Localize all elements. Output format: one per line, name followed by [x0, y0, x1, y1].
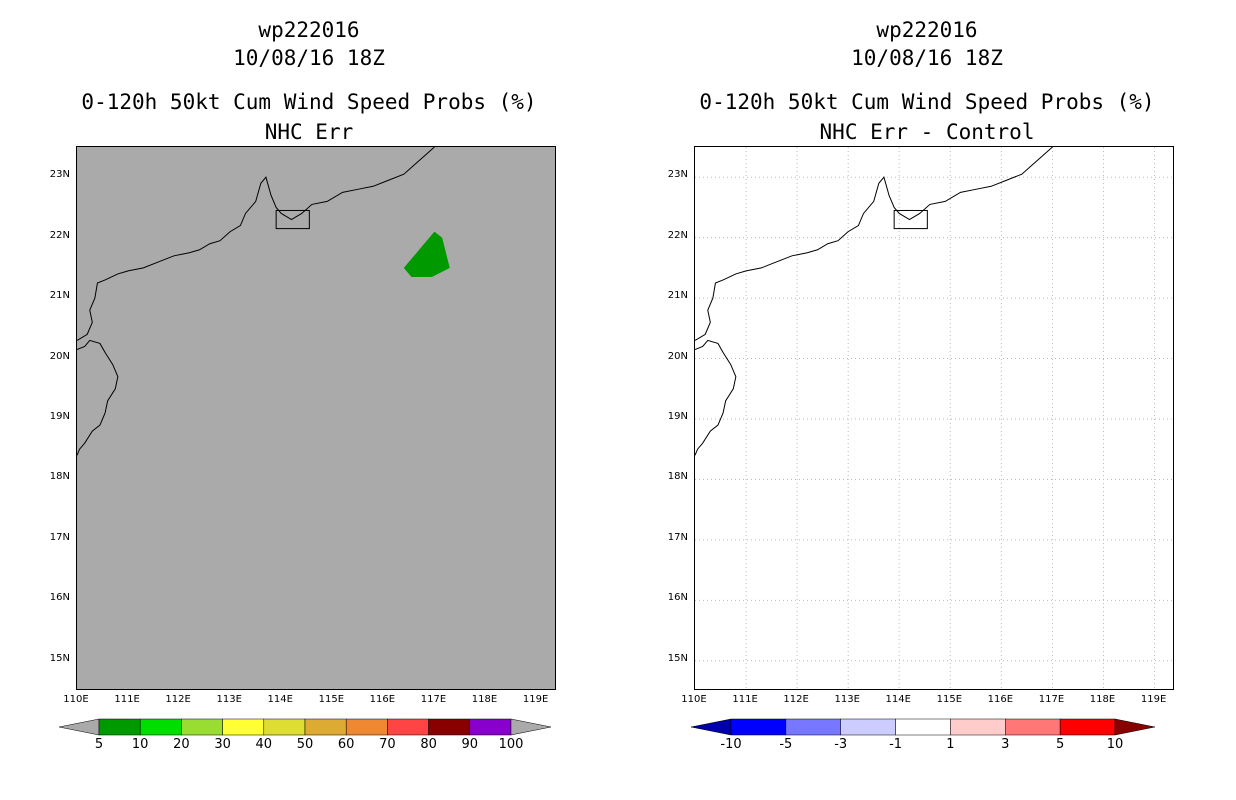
difference-map: [694, 146, 1174, 690]
colorbar: [58, 718, 552, 736]
probability-map: [76, 146, 556, 690]
colorbar-segment: [895, 718, 951, 736]
colorbar-label: 40: [255, 737, 273, 752]
lon-tick-label: 119E: [1140, 694, 1167, 705]
subtitle: NHC Err: [264, 120, 354, 144]
lon-tick-label: 114E: [885, 694, 911, 705]
lon-tick-label: 116E: [369, 694, 396, 705]
lat-tick-label: 17N: [49, 531, 70, 543]
lat-tick-label: 23N: [667, 169, 688, 181]
colorbar-label: 70: [379, 737, 396, 752]
colorbar-label: 10: [1106, 737, 1124, 752]
colorbar-segment: [98, 718, 141, 736]
colorbar-label: 30: [214, 737, 231, 752]
colorbar-segment: [428, 718, 471, 736]
colorbar-segment: [1005, 718, 1061, 736]
lat-tick-label: 15N: [667, 652, 688, 664]
colorbar-segment: [304, 718, 347, 736]
colorbar-segment: [263, 718, 306, 736]
lat-tick-label: 22N: [667, 229, 688, 241]
colorbar-high-end: [1114, 718, 1156, 736]
lat-tick-label: 16N: [667, 592, 688, 604]
colorbar-segment: [840, 718, 896, 736]
lat-tick-label: 23N: [49, 169, 70, 181]
subtitle: NHC Err - Control: [819, 120, 1035, 144]
colorbar-label: 5: [94, 737, 104, 752]
lat-tick-label: 17N: [667, 531, 688, 543]
product-title: 0-120h 50kt Cum Wind Speed Probs (%): [81, 90, 537, 114]
lon-tick-label: 111E: [732, 694, 758, 705]
lon-tick-label: 114E: [267, 694, 293, 705]
colorbar-segment: [730, 718, 787, 736]
lon-tick-label: 110E: [681, 694, 707, 705]
colorbar-segment: [181, 718, 223, 736]
right-panel: wp222016 10/08/16 18Z 0-120h 50kt Cum Wi…: [618, 0, 1236, 800]
region-box: [893, 209, 928, 230]
coastline: [77, 147, 435, 341]
coastline: [77, 339, 119, 456]
lat-tick-label: 21N: [667, 290, 688, 302]
lat-tick-label: 19N: [49, 411, 70, 422]
lon-tick-label: 111E: [114, 694, 140, 705]
date-title: 10/08/16 18Z: [233, 46, 385, 70]
colorbar-label: -5: [779, 737, 793, 752]
lat-tick-label: 16N: [49, 592, 70, 604]
colorbar-label: 90: [461, 737, 479, 752]
colorbar-segment: [139, 718, 182, 736]
lon-tick-label: 113E: [216, 694, 242, 705]
colorbar-label: -3: [834, 737, 848, 752]
colorbar-label: -1: [889, 737, 903, 752]
lat-tick-label: 19N: [667, 411, 688, 422]
colorbar-high-end: [510, 718, 552, 736]
lat-tick-label: 15N: [49, 652, 70, 664]
lon-tick-label: 112E: [783, 694, 809, 705]
coastline: [695, 147, 1053, 341]
left-panel: wp222016 10/08/16 18Z 0-120h 50kt Cum Wi…: [49, 18, 556, 752]
colorbar-segment: [469, 718, 512, 736]
lon-tick-label: 113E: [834, 694, 860, 705]
lon-tick-label: 110E: [63, 694, 89, 705]
colorbar-segment: [387, 718, 429, 736]
colorbar-label: 1: [946, 737, 955, 752]
lat-tick-label: 20N: [667, 350, 688, 362]
colorbar-label: 10: [131, 737, 149, 752]
colorbar-label: 50: [296, 737, 314, 752]
lon-tick-label: 115E: [936, 694, 963, 705]
colorbar-label: 5: [1056, 737, 1065, 752]
colorbar-label: -10: [720, 737, 742, 752]
colorbar-label: 100: [498, 737, 524, 752]
date-title: 10/08/16 18Z: [851, 46, 1003, 70]
lat-tick-label: 21N: [49, 290, 70, 302]
colorbar: [690, 718, 1156, 736]
colorbar-segment: [222, 718, 265, 736]
colorbar-low-end: [690, 718, 732, 736]
colorbar-segment: [950, 718, 1006, 736]
colorbar-label: 60: [337, 737, 355, 752]
lon-tick-label: 117E: [1038, 694, 1065, 705]
lon-tick-label: 118E: [471, 694, 498, 705]
colorbar-low-end: [58, 718, 100, 736]
product-title: 0-120h 50kt Cum Wind Speed Probs (%): [699, 90, 1155, 114]
colorbar-segment: [1059, 718, 1116, 736]
lon-tick-label: 112E: [165, 694, 191, 705]
lon-tick-label: 116E: [987, 694, 1014, 705]
storm-id-title: wp222016: [876, 18, 978, 42]
storm-id-title: wp222016: [258, 18, 360, 42]
colorbar-segment: [785, 718, 841, 736]
lon-tick-label: 117E: [420, 694, 447, 705]
colorbar-segment: [345, 718, 388, 736]
colorbar-label: 80: [420, 737, 437, 752]
lat-tick-label: 20N: [49, 350, 70, 362]
lon-tick-label: 115E: [318, 694, 345, 705]
lat-tick-label: 22N: [49, 229, 70, 241]
lon-tick-label: 119E: [522, 694, 549, 705]
lat-tick-label: 18N: [49, 471, 70, 483]
coastline: [695, 339, 737, 456]
colorbar-label: 20: [173, 737, 190, 752]
lat-tick-label: 18N: [667, 471, 688, 483]
probability-area: [403, 231, 450, 277]
colorbar-label: 3: [1001, 737, 1010, 752]
lon-tick-label: 118E: [1089, 694, 1116, 705]
region-box: [275, 209, 310, 230]
